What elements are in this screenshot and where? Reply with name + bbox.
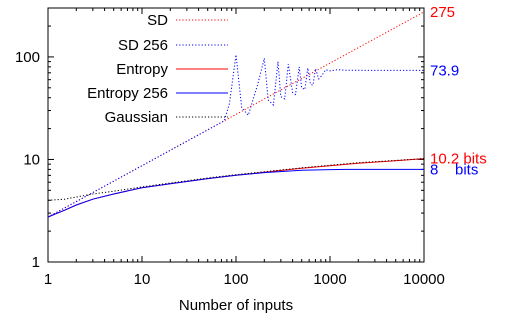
series-line-sd-256: [47, 54, 424, 218]
y-tick-label: 1: [32, 254, 40, 271]
end-label: 8 bits: [430, 161, 478, 178]
legend: SD SD 256 Entropy Entropy 256 Gaussian: [87, 12, 228, 126]
x-tick-label: 1: [44, 271, 52, 288]
x-tick-label: 10000: [403, 271, 445, 288]
end-label: 73.9: [430, 62, 459, 79]
plot-frame: [47, 7, 425, 263]
series-layer: [47, 11, 425, 218]
y-tick-label: 100: [15, 49, 40, 66]
series-line-gaussian: [47, 158, 425, 201]
axis-ticks: 1 10 100 1000 10000 1 10 100: [15, 7, 445, 288]
legend-label: Gaussian: [105, 109, 168, 126]
x-tick-label: 100: [223, 271, 248, 288]
series-line-entropy-256: [47, 168, 424, 218]
end-label: 275: [430, 4, 455, 21]
series-line-entropy: [47, 158, 425, 218]
legend-label: Entropy 256: [87, 85, 168, 102]
y-tick-label: 10: [23, 151, 40, 168]
legend-label: SD: [147, 12, 168, 29]
x-tick-label: 10: [134, 271, 151, 288]
x-tick-label: 1000: [313, 271, 346, 288]
legend-label: SD 256: [118, 37, 168, 54]
legend-label: Entropy: [116, 61, 168, 78]
end-label: 10.2 bits: [430, 151, 487, 168]
x-axis-title: Number of inputs: [179, 297, 293, 314]
